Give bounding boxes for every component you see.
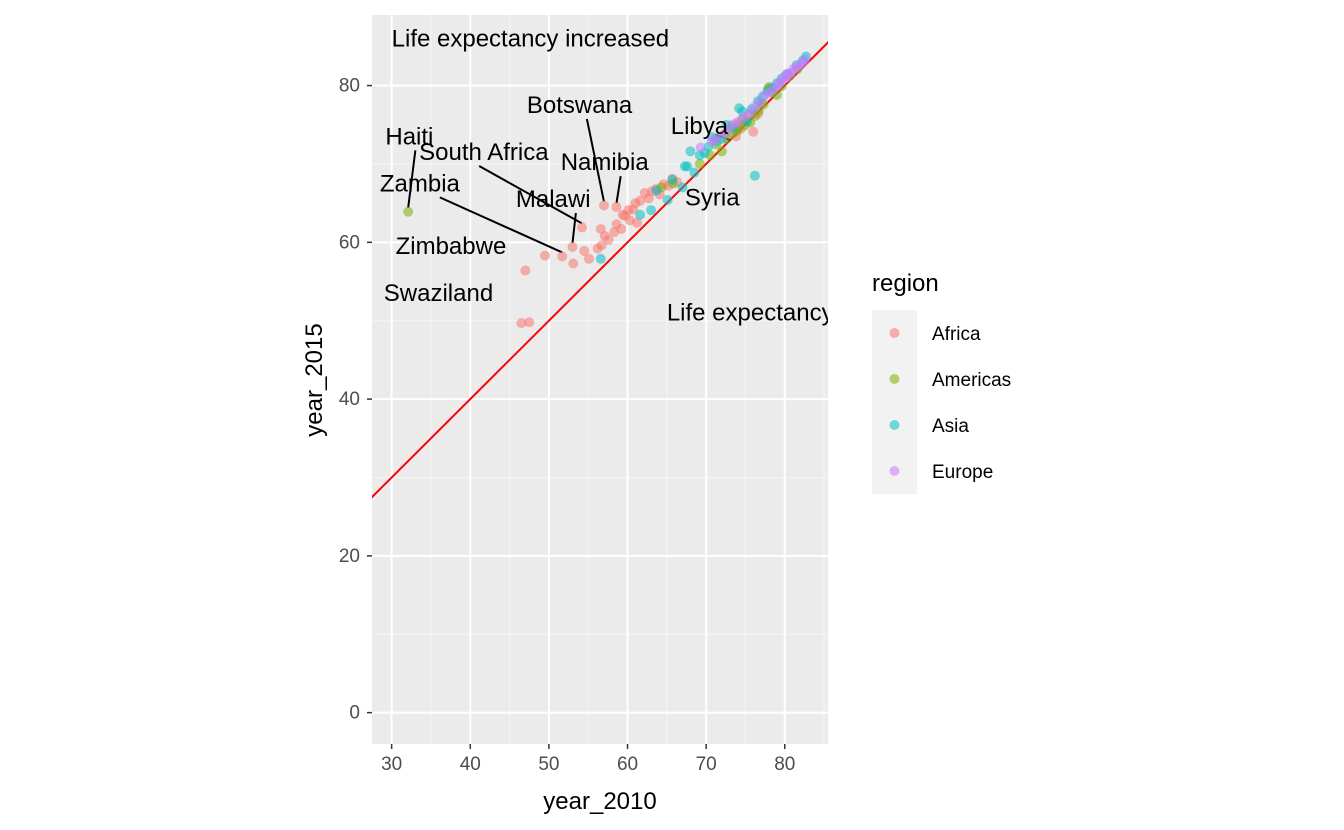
y-tick-label: 0 — [349, 703, 360, 724]
point-americas — [694, 158, 705, 169]
point-asia — [635, 209, 646, 220]
point-label: Zimbabwe — [396, 233, 507, 260]
point-africa — [524, 317, 535, 328]
point-africa — [616, 223, 627, 234]
legend-key-asia — [889, 420, 900, 430]
point-africa — [567, 242, 578, 253]
x-tick-label: 30 — [381, 754, 402, 775]
leader-line — [407, 150, 417, 208]
leader-line — [585, 118, 605, 202]
legend: region Africa Americas Asia Europe — [872, 270, 1011, 494]
point-africa — [623, 205, 634, 216]
point-europe — [774, 78, 785, 89]
point-africa — [576, 222, 587, 233]
point-label: Swaziland — [384, 280, 493, 307]
data-points — [403, 51, 811, 329]
x-tick-label: 80 — [774, 754, 795, 775]
point-label: Syria — [685, 184, 740, 211]
minor-gridlines — [372, 15, 828, 744]
y-tick-label: 60 — [339, 232, 360, 253]
legend-label: Europe — [932, 462, 993, 483]
annotation-decreased: Life expectancy decreased — [667, 300, 953, 327]
point-europe — [695, 142, 706, 153]
label-leader-lines — [407, 118, 732, 254]
x-tick-label: 70 — [696, 754, 717, 775]
point-africa — [596, 240, 607, 251]
point-asia — [595, 253, 606, 264]
point-americas — [716, 146, 727, 157]
point-asia — [667, 174, 678, 185]
point-africa — [635, 195, 646, 206]
point-europe — [781, 72, 792, 83]
point-africa — [568, 258, 579, 269]
x-axis-title: year_2010 — [543, 788, 656, 815]
x-tick-label: 60 — [617, 754, 638, 775]
point-label: Libya — [671, 113, 729, 140]
legend-key-africa — [889, 328, 900, 338]
y-axis-title: year_2015 — [301, 323, 328, 436]
point-europe — [754, 97, 765, 108]
leader-line — [439, 196, 563, 254]
y-tick-label: 80 — [339, 76, 360, 97]
point-label: Botswana — [527, 92, 633, 119]
point-africa — [611, 202, 622, 213]
point-label: Malawi — [516, 186, 591, 213]
point-africa — [583, 253, 594, 264]
x-tick-label: 50 — [538, 754, 559, 775]
point-africa — [516, 318, 527, 329]
point-europe — [710, 134, 721, 145]
point-africa — [603, 234, 614, 245]
point-africa — [520, 265, 531, 276]
x-axis: 30 40 50 60 70 80 — [381, 744, 795, 775]
point-label: South Africa — [419, 139, 549, 166]
point-africa — [631, 217, 642, 228]
leader-line — [615, 176, 622, 204]
annotation-increased: Life expectancy increased — [392, 25, 669, 52]
leader-line — [571, 212, 577, 244]
point-label: Zambia — [380, 170, 461, 197]
point-asia — [662, 194, 673, 205]
y-axis: 0 20 40 60 80 — [339, 76, 372, 724]
point-africa — [579, 245, 590, 256]
point-asia — [677, 182, 688, 193]
point-africa — [748, 126, 759, 137]
point-label: Namibia — [561, 149, 650, 176]
point-label: Haiti — [385, 123, 433, 150]
point-asia — [689, 167, 700, 178]
point-asia — [646, 205, 657, 216]
point-asia — [685, 146, 696, 157]
point-labels: Haiti Zambia Zimbabwe Swaziland South Africa… — [380, 92, 740, 307]
point-asia — [679, 161, 690, 172]
legend-label: Americas — [932, 370, 1011, 391]
leader-line — [478, 165, 583, 225]
point-asia — [651, 185, 662, 196]
major-gridlines — [372, 15, 828, 744]
point-europe — [800, 54, 811, 65]
point-africa — [557, 251, 568, 262]
point-africa — [539, 250, 550, 261]
legend-label: Asia — [932, 416, 969, 437]
legend-key-europe — [889, 466, 900, 476]
point-africa — [598, 200, 609, 211]
x-tick-label: 40 — [460, 754, 481, 775]
y-tick-label: 20 — [339, 546, 360, 567]
point-americas — [403, 206, 414, 217]
legend-key-americas — [889, 374, 900, 384]
y-tick-label: 40 — [339, 389, 360, 410]
legend-title: region — [872, 270, 939, 297]
point-asia — [749, 170, 760, 181]
legend-label: Africa — [932, 324, 981, 345]
